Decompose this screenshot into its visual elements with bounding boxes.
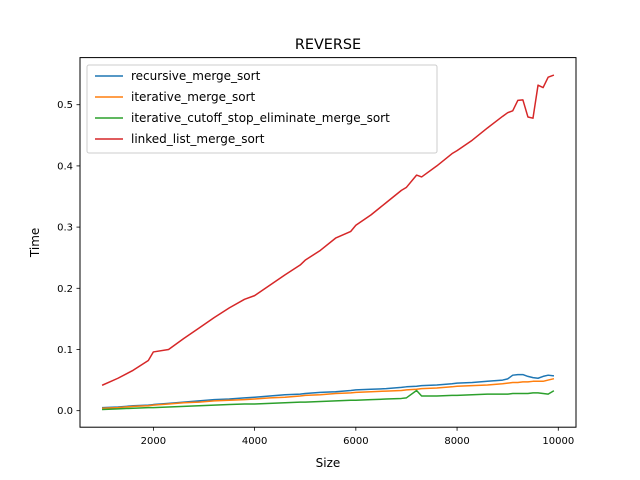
series-line-recursive-merge-sort xyxy=(102,373,555,409)
y-tick-label: 0.1 xyxy=(57,345,73,356)
x-axis-label: Size xyxy=(316,456,341,470)
x-tick-label: 2000 xyxy=(141,436,166,447)
x-tick-label: 4000 xyxy=(242,436,267,447)
legend-label: linked_list_merge_sort xyxy=(131,132,265,146)
legend: recursive_merge_sort iterative_merge_sort… xyxy=(86,64,438,154)
legend-label: iterative_cutoff_stop_eliminate_merge_so… xyxy=(131,111,390,125)
legend-box xyxy=(86,64,438,154)
x-tick-label: 8000 xyxy=(444,436,469,447)
series-line-iterative-merge-sort xyxy=(102,377,555,410)
x-axis-ticks: 2000 4000 6000 8000 10000 xyxy=(141,427,574,447)
y-tick-label: 0.2 xyxy=(57,284,73,295)
y-axis-ticks: 0.0 0.1 0.2 0.3 0.4 0.5 xyxy=(57,100,80,417)
series-layer xyxy=(101,74,555,411)
y-axis-label: Time xyxy=(28,228,42,258)
legend-entry: recursive_merge_sort xyxy=(95,69,261,83)
legend-label: recursive_merge_sort xyxy=(131,69,261,83)
series-line-linked-list-merge-sort xyxy=(101,74,555,386)
legend-label: iterative_merge_sort xyxy=(131,90,256,104)
y-tick-label: 0.4 xyxy=(57,161,73,172)
legend-entry: iterative_cutoff_stop_eliminate_merge_so… xyxy=(95,111,390,125)
legend-entry: linked_list_merge_sort xyxy=(95,132,265,146)
x-tick-label: 6000 xyxy=(343,436,368,447)
x-tick-label: 10000 xyxy=(542,436,574,447)
axes-frame xyxy=(79,57,577,428)
y-tick-label: 0.3 xyxy=(57,223,73,234)
chart-title: REVERSE xyxy=(295,37,361,53)
y-tick-label: 0.5 xyxy=(57,100,73,111)
legend-entry: iterative_merge_sort xyxy=(95,90,256,104)
y-tick-label: 0.0 xyxy=(57,406,73,417)
series-line-iterative-cutoff-stop-eliminate-merge-sort xyxy=(102,389,555,411)
